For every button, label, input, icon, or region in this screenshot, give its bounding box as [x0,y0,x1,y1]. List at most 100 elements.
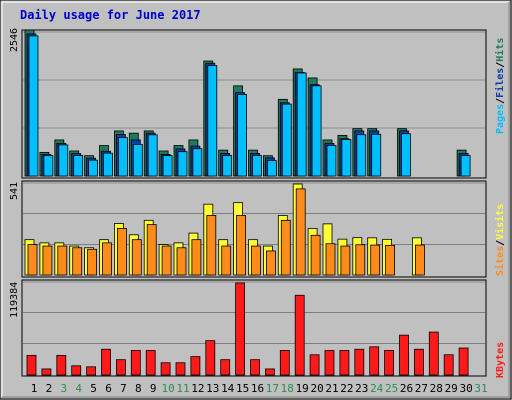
pages-bar-day-21 [326,145,337,177]
sites-bar-day-16 [251,245,261,276]
sites-bar-day-20 [310,234,321,276]
sites-bar-day-6 [102,242,112,276]
visits-ymax-label: 541 [9,182,20,200]
pages-bar-day-4 [73,155,84,177]
kbytes-ymax-label: 119384 [9,282,20,318]
kbytes-bar-day-10 [160,362,171,376]
kbytes-bar-day-30 [458,347,469,376]
pages-bar-day-1 [28,35,39,177]
pages-bar-day-22 [341,139,352,177]
day-label-18: 18 [281,382,294,395]
pages-bar-day-9 [147,134,158,177]
day-label-17: 17 [266,382,279,395]
sites-bar-day-17 [265,250,276,276]
kbytes-bar-day-16 [250,359,260,376]
day-label-10: 10 [161,382,174,395]
hits-gridlines [23,31,485,129]
kbytes-bar-day-5 [86,366,96,376]
legend-top: Pages/Files/Hits [494,38,506,134]
day-label-7: 7 [120,382,127,395]
pages-bar-day-6 [103,152,113,177]
day-axis-labels: 1 2 3 4 5 6 7 8 9 10 11 12 13 14 15 16 17 18 19 20 21 22 23 24 2… [31,382,488,395]
pages-bar-day-8 [132,144,143,177]
day-label-19: 19 [296,382,309,395]
pages-bar-day-19 [296,72,307,177]
day-label-15: 15 [236,382,249,395]
pages-bar-day-14 [222,155,233,177]
sites-bar-day-11 [176,247,187,276]
pages-bar-day-7 [118,137,128,177]
kbytes-bars [26,282,469,376]
day-label-21: 21 [325,382,338,395]
pages-bar-day-17 [266,160,277,177]
kbytes-bar-day-4 [71,365,82,376]
sites-bar-day-27 [414,244,425,276]
sites-bar-day-3 [57,245,68,276]
legend-middle: Sites/Visits [494,204,506,276]
sites-bar-day-14 [221,245,232,276]
chart-title: Daily usage for June 2017 [20,8,201,22]
day-label-31: 31 [474,382,487,395]
kbytes-bar-day-25 [384,350,395,376]
sites-bar-day-10 [161,245,172,276]
pages-bar-day-20 [311,85,322,177]
day-label-16: 16 [251,382,264,395]
kbytes-bar-day-20 [309,354,320,376]
sites-bar-day-12 [191,239,202,276]
kbytes-bar-day-13 [205,340,216,376]
kbytes-bar-day-29 [443,354,454,376]
pages-bar-day-3 [58,144,69,177]
kbytes-bar-day-24 [369,346,380,376]
day-label-1: 1 [31,382,38,395]
pages-bar-day-5 [88,159,98,177]
day-label-5: 5 [90,382,97,395]
sites-bar-day-7 [117,228,127,276]
sites-bar-day-8 [131,239,142,276]
hits-bars [24,29,471,177]
legend-files: Files [494,68,506,98]
kbytes-bar-day-11 [175,362,186,376]
sites-bar-day-22 [340,245,351,276]
legend-hits: Hits [494,38,506,62]
pages-bar-day-11 [177,151,188,177]
day-label-3: 3 [60,382,67,395]
legend-visits: Visits [494,204,506,240]
pages-bar-day-26 [401,133,411,177]
sites-bar-day-18 [280,219,291,276]
day-label-11: 11 [176,382,189,395]
sites-bar-day-24 [370,244,381,276]
sites-bar-day-1 [27,244,38,276]
kbytes-bar-day-1 [26,354,37,376]
kbytes-bar-day-21 [324,350,335,376]
kbytes-bar-day-6 [101,348,111,376]
kbytes-bar-day-17 [264,368,275,376]
day-label-30: 30 [459,382,472,395]
day-label-20: 20 [310,382,323,395]
sites-bar-day-9 [146,224,157,276]
pages-bar-day-18 [281,103,292,177]
kbytes-bar-day-22 [339,350,350,376]
day-label-25: 25 [385,382,398,395]
kbytes-bar-day-28 [428,331,439,376]
day-label-6: 6 [105,382,112,395]
visits-bars [24,183,425,276]
sites-bar-day-23 [355,244,366,276]
kbytes-bar-day-18 [279,350,290,376]
day-label-12: 12 [191,382,204,395]
day-label-2: 2 [46,382,53,395]
pages-bar-day-10 [162,155,173,177]
day-label-13: 13 [206,382,219,395]
day-label-14: 14 [221,382,235,395]
day-label-4: 4 [75,382,82,395]
day-label-8: 8 [135,382,142,395]
sites-bar-day-2 [42,245,53,276]
hits-ymax-label: 2546 [9,28,20,52]
legend-sep-3: / [495,240,506,246]
kbytes-bar-day-23 [354,348,365,376]
pages-bar-day-12 [192,148,203,177]
sites-bar-day-4 [72,247,83,276]
